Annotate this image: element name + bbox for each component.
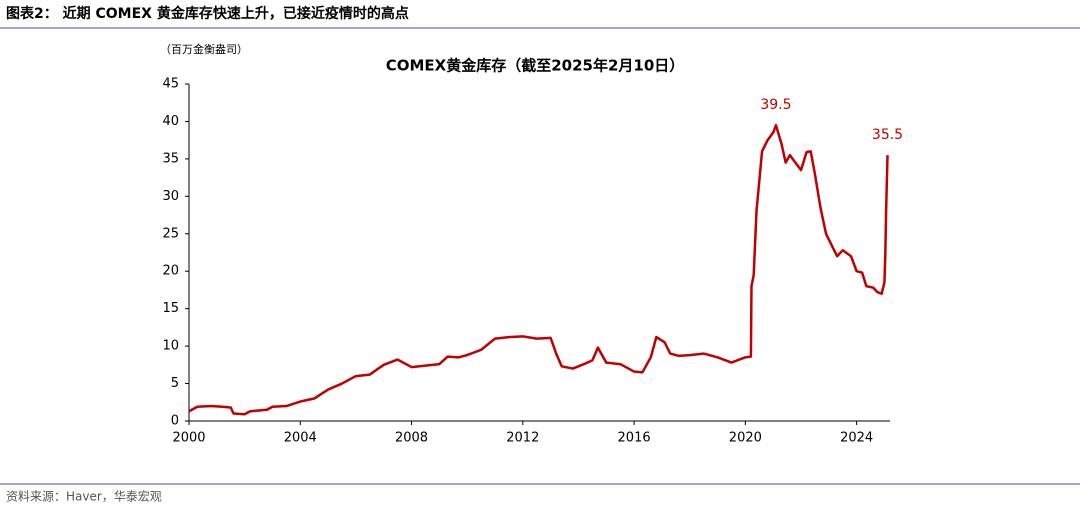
x-tick-label: 2016 — [618, 431, 651, 446]
y-tick-label: 10 — [162, 339, 179, 354]
y-tick-label: 20 — [162, 264, 179, 279]
header-title: 图表2： 近期 COMEX 黄金库存快速上升，已接近疫情时的高点 — [6, 5, 409, 22]
annotation: 35.5 — [872, 127, 903, 143]
y-tick-label: 40 — [162, 114, 179, 129]
source: 资料来源：Haver，华泰宏观 — [6, 489, 162, 504]
y-tick-label: 5 — [171, 376, 179, 391]
chart-title: COMEX黄金库存（截至2025年2月10日） — [386, 57, 685, 75]
y-tick-label: 35 — [162, 151, 179, 166]
y-tick-label: 0 — [171, 414, 179, 429]
y-tick-label: 25 — [162, 226, 179, 241]
annotation: 39.5 — [760, 97, 791, 113]
x-tick-label: 2004 — [284, 431, 317, 446]
x-tick-label: 2012 — [506, 431, 539, 446]
x-tick-label: 2008 — [395, 431, 428, 446]
x-tick-label: 2024 — [840, 431, 873, 446]
y-tick-label: 15 — [162, 301, 179, 316]
y-axis-label: （百万金衡盎司） — [160, 42, 248, 56]
y-tick-label: 30 — [162, 189, 179, 204]
x-tick-label: 2020 — [729, 431, 762, 446]
y-tick-label: 45 — [162, 77, 179, 92]
series-line — [188, 123, 889, 416]
x-tick-label: 2000 — [172, 431, 205, 446]
